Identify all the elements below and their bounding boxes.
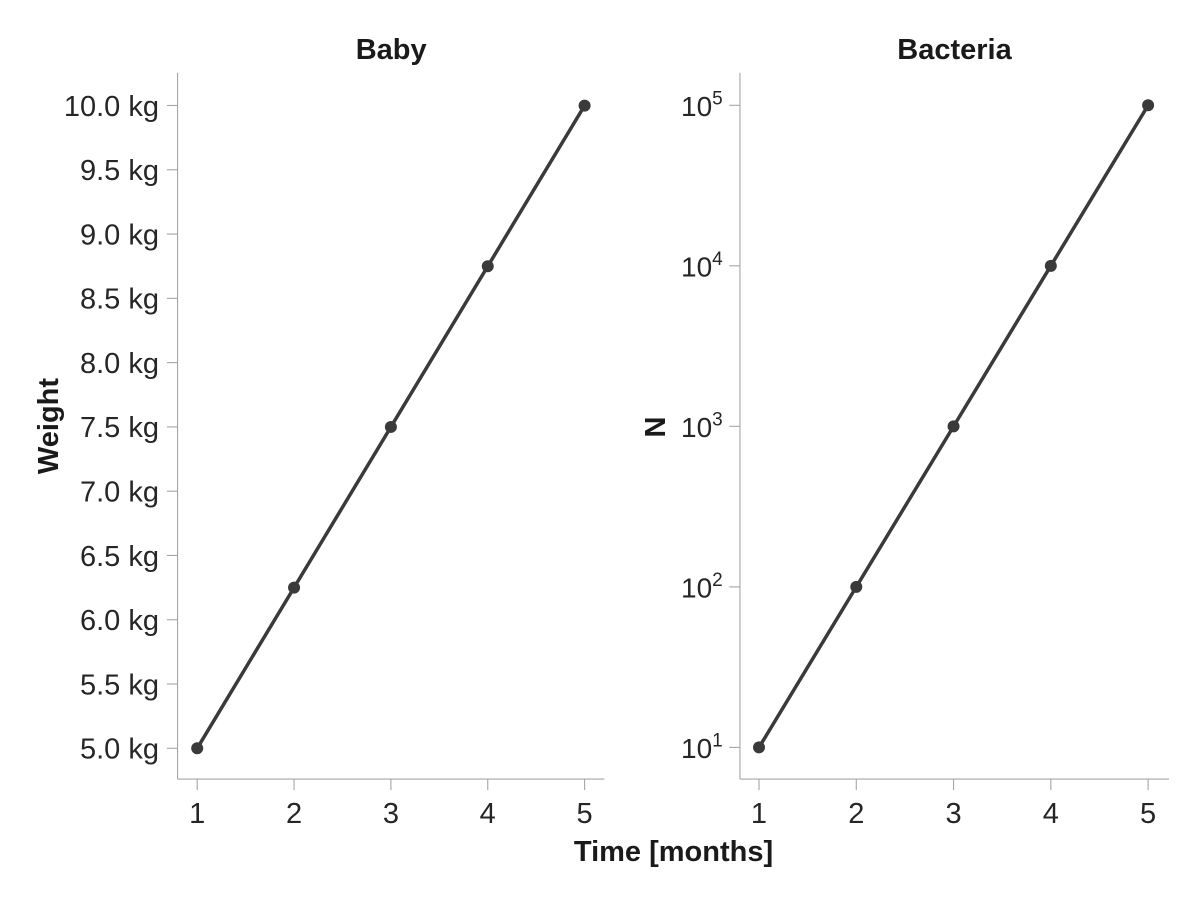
svg-text:4: 4: [480, 798, 496, 830]
svg-text:9.5 kg: 9.5 kg: [80, 155, 159, 187]
svg-text:8.5 kg: 8.5 kg: [80, 284, 159, 316]
svg-text:5.0 kg: 5.0 kg: [80, 734, 159, 766]
svg-text:9.0 kg: 9.0 kg: [80, 219, 159, 251]
svg-text:Weight: Weight: [33, 378, 65, 474]
svg-text:7.5 kg: 7.5 kg: [80, 412, 159, 444]
svg-text:3: 3: [383, 798, 399, 830]
svg-text:5: 5: [577, 798, 593, 830]
svg-text:5.5 kg: 5.5 kg: [80, 669, 159, 701]
svg-text:2: 2: [286, 798, 302, 830]
svg-text:8.0 kg: 8.0 kg: [80, 348, 159, 380]
svg-text:1: 1: [751, 798, 767, 830]
svg-text:Time [months]: Time [months]: [574, 836, 773, 868]
svg-text:1: 1: [189, 798, 205, 830]
svg-text:4: 4: [1043, 798, 1059, 830]
svg-text:6.5 kg: 6.5 kg: [80, 541, 159, 573]
svg-text:10.0 kg: 10.0 kg: [64, 91, 159, 123]
svg-text:2: 2: [848, 798, 864, 830]
svg-text:5: 5: [1140, 798, 1156, 830]
svg-text:7.0 kg: 7.0 kg: [80, 477, 159, 509]
svg-text:Baby: Baby: [356, 34, 427, 66]
svg-text:N: N: [640, 417, 672, 438]
svg-text:3: 3: [945, 798, 961, 830]
svg-text:Bacteria: Bacteria: [897, 34, 1012, 66]
svg-text:6.0 kg: 6.0 kg: [80, 605, 159, 637]
